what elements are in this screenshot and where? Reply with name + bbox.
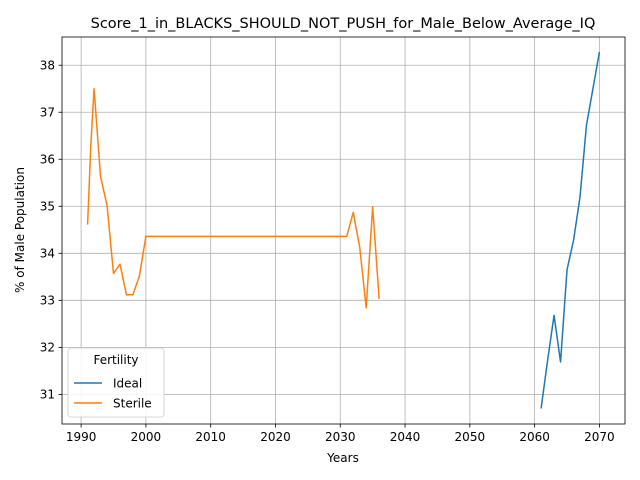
legend-entries: Ideal Sterile — [74, 376, 152, 410]
legend-label-ideal: Ideal — [113, 376, 142, 390]
grid-lines — [62, 37, 625, 424]
x-tick-label: 2060 — [519, 430, 550, 444]
x-tick-label: 2030 — [325, 430, 356, 444]
x-tick-label: 2050 — [455, 430, 486, 444]
legend-frame — [67, 347, 165, 418]
y-tick-label: 31 — [40, 388, 55, 402]
x-tick-label: 2010 — [195, 430, 226, 444]
series-lines — [86, 51, 601, 409]
plot-area-frame — [61, 36, 626, 425]
legend-label-sterile: Sterile — [113, 396, 152, 410]
legend: Fertility Ideal Sterile — [67, 347, 165, 418]
x-axis-label: Years — [326, 451, 359, 465]
y-tick-label: 34 — [40, 247, 55, 261]
series-line-ideal — [540, 51, 601, 409]
x-tick-label: 2020 — [260, 430, 291, 444]
y-axis-label: % of Male Population — [13, 167, 27, 293]
y-tick-label: 33 — [40, 294, 55, 308]
y-tick-label: 35 — [40, 200, 55, 214]
x-tick-label: 2040 — [390, 430, 421, 444]
y-axis-ticks: 31 32 33 34 35 36 37 38 — [40, 59, 62, 402]
x-tick-label: 2070 — [584, 430, 615, 444]
y-tick-label: 38 — [40, 59, 55, 73]
series-line-sterile — [86, 87, 380, 309]
y-tick-label: 36 — [40, 153, 55, 167]
x-tick-label: 1990 — [66, 430, 97, 444]
legend-title: Fertility — [93, 353, 138, 367]
chart-title: Score_1_in_BLACKS_SHOULD_NOT_PUSH_for_Ma… — [91, 16, 596, 32]
x-tick-label: 2000 — [131, 430, 162, 444]
x-axis-ticks: 1990 2000 2010 2020 2030 2040 2050 2060 2070 — [66, 424, 615, 444]
y-tick-label: 32 — [40, 341, 55, 355]
y-tick-label: 37 — [40, 106, 55, 120]
